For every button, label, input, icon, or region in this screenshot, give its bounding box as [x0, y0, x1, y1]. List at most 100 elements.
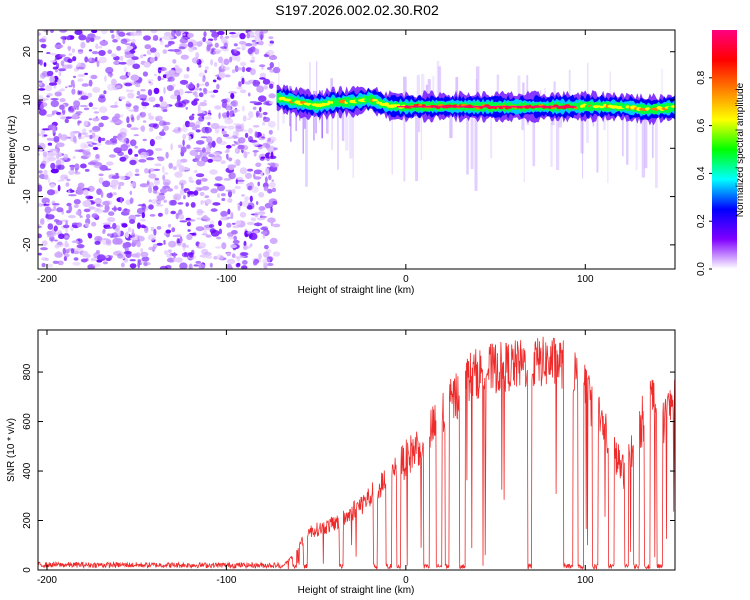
noise-speckle — [82, 92, 87, 96]
noise-speckle — [126, 45, 134, 50]
noise-speckle — [72, 56, 77, 62]
noise-speckle — [164, 207, 169, 215]
noise-speckle — [91, 221, 97, 227]
noise-speckle — [113, 234, 122, 238]
noise-speckle — [55, 220, 63, 226]
noise-speckle — [135, 252, 141, 259]
noise-speckle — [58, 68, 67, 72]
noise-speckle — [60, 35, 69, 40]
noise-speckle — [112, 237, 120, 245]
noise-speckle — [187, 41, 194, 48]
snr-panel: -200 -100 0 100 0 200 400 600 800 Height of str… — [6, 329, 676, 596]
noise-speckle — [73, 199, 81, 205]
noise-speckle — [146, 157, 155, 161]
noise-speckle — [87, 161, 96, 166]
noise-speckle — [176, 243, 184, 247]
noise-speckle — [40, 103, 44, 111]
noise-speckle — [91, 142, 97, 145]
noise-speckle — [217, 125, 226, 130]
noise-speckle — [184, 91, 193, 94]
noise-speckle — [225, 189, 234, 192]
noise-speckle — [116, 45, 122, 51]
noise-speckle — [124, 208, 128, 211]
noise-speckle — [199, 88, 202, 91]
noise-speckle — [101, 30, 108, 35]
noise-speckle — [198, 92, 204, 98]
noise-speckle — [143, 61, 151, 68]
noise-speckle — [271, 179, 275, 182]
noise-speckle — [236, 47, 241, 50]
noise-speckle — [56, 62, 60, 69]
noise-speckle — [248, 92, 251, 97]
noise-speckle — [188, 122, 196, 128]
noise-speckle — [148, 204, 154, 210]
noise-speckle — [57, 78, 62, 85]
noise-speckle — [260, 156, 266, 159]
noise-speckle — [59, 30, 68, 33]
noise-speckle — [49, 75, 56, 83]
noise-speckle — [156, 242, 163, 246]
noise-speckle — [92, 86, 101, 93]
streak — [580, 113, 584, 154]
noise-speckle — [171, 30, 176, 37]
noise-speckle — [98, 173, 104, 177]
noise-speckle — [200, 200, 204, 205]
noise-speckle — [158, 67, 162, 70]
noise-speckle — [88, 49, 93, 52]
noise-speckle — [39, 38, 46, 43]
noise-speckle — [232, 239, 240, 244]
streak — [586, 62, 589, 100]
noise-speckle — [198, 263, 206, 269]
noise-speckle — [154, 179, 160, 186]
noise-speckle — [201, 156, 209, 163]
noise-speckle — [59, 157, 68, 161]
noise-speckle — [225, 35, 230, 39]
noise-speckle — [177, 202, 184, 205]
noise-speckle — [193, 264, 199, 267]
noise-speckle — [175, 196, 178, 200]
noise-speckle — [148, 96, 156, 103]
noise-speckle — [243, 151, 248, 159]
noise-speckle — [269, 62, 274, 69]
spectrogram-y-ticks: -20 -10 0 10 20 — [22, 46, 675, 252]
noise-speckle — [240, 61, 247, 67]
noise-speckle — [152, 243, 158, 248]
noise-speckle — [154, 147, 163, 152]
noise-speckle — [256, 201, 259, 205]
noise-speckle — [196, 41, 203, 47]
noise-speckle — [127, 71, 131, 77]
noise-speckle — [194, 159, 200, 163]
streak — [568, 69, 571, 100]
streak — [391, 113, 393, 175]
noise-speckle — [60, 134, 68, 141]
noise-speckle — [188, 115, 195, 121]
noise-speckle — [57, 184, 61, 192]
noise-speckle — [174, 171, 183, 178]
noise-speckle — [165, 151, 169, 159]
noise-speckle — [102, 228, 106, 233]
noise-speckle — [109, 30, 114, 33]
noise-speckle — [130, 74, 140, 81]
noise-speckle — [56, 207, 64, 213]
noise-speckle — [196, 208, 204, 216]
noise-speckle — [243, 240, 247, 247]
noise-speckle — [120, 196, 123, 204]
noise-speckle — [211, 151, 221, 156]
noise-speckle — [106, 192, 113, 199]
streak — [345, 109, 349, 151]
noise-speckle — [111, 34, 115, 39]
noise-speckle — [104, 204, 110, 212]
noise-speckle — [148, 81, 152, 84]
noise-speckle — [268, 129, 273, 135]
noise-speckle — [231, 188, 236, 194]
noise-speckle — [133, 107, 139, 113]
noise-speckle — [226, 263, 232, 269]
noise-speckle — [255, 162, 262, 168]
noise-speckle — [256, 85, 264, 93]
noise-speckle — [145, 184, 151, 188]
noise-speckle — [91, 213, 99, 219]
noise-speckle — [262, 78, 271, 85]
noise-speckle — [94, 207, 98, 213]
noise-speckle — [77, 239, 81, 242]
noise-speckle — [196, 83, 200, 88]
